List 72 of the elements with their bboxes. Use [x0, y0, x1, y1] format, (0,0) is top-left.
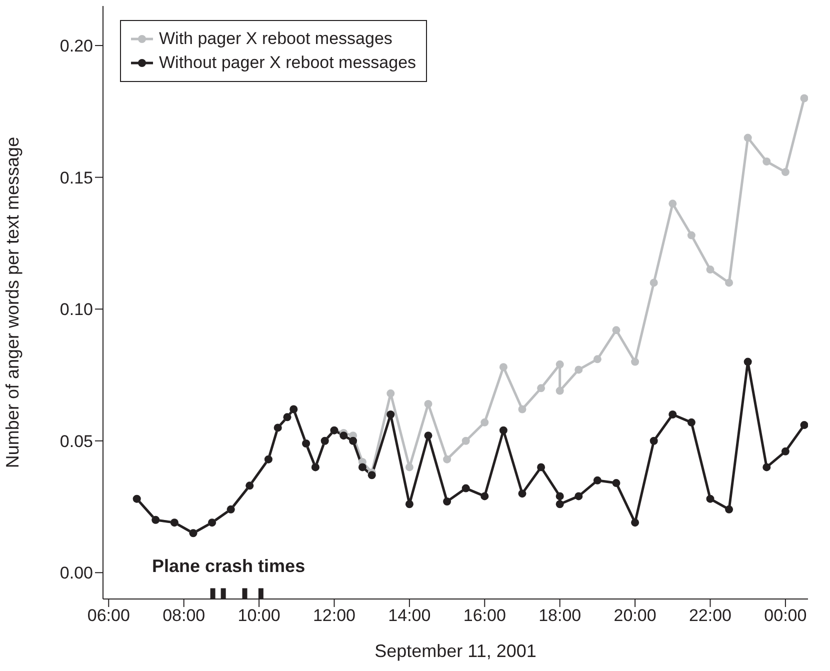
y-tick-label: 0.20 [60, 36, 93, 56]
point [706, 266, 714, 274]
point [424, 432, 432, 440]
point [593, 476, 602, 484]
legend-label: Without pager X reboot messages [159, 52, 416, 74]
point [612, 479, 620, 488]
point [518, 490, 526, 498]
x-axis-title: September 11, 2001 [374, 641, 536, 661]
x-tick-label: 22:00 [688, 606, 732, 626]
point [424, 400, 432, 408]
point [762, 158, 771, 166]
point [556, 492, 564, 500]
point [650, 436, 658, 445]
point [668, 200, 677, 208]
y-axis-title: Number of anger words per text message [2, 136, 22, 468]
point [744, 358, 752, 366]
point [556, 360, 564, 368]
point [725, 278, 734, 287]
x-tick-label: 10:00 [238, 606, 280, 626]
point [744, 134, 752, 142]
point [499, 426, 508, 434]
point [462, 484, 470, 492]
y-tick-label: 0.10 [60, 300, 93, 320]
point [518, 405, 526, 414]
point [462, 436, 470, 445]
point [556, 386, 564, 395]
point [480, 418, 489, 426]
point [631, 518, 640, 527]
point [650, 278, 658, 287]
point [443, 497, 452, 506]
x-tick-label: 06:00 [87, 606, 130, 626]
point [358, 463, 366, 472]
point [725, 505, 734, 514]
x-tick-label: 08:00 [162, 606, 206, 626]
point [480, 492, 489, 500]
y-tick-label: 0.00 [60, 564, 93, 583]
point [537, 463, 546, 472]
x-tick-label: 18:00 [538, 606, 582, 626]
point [781, 447, 790, 456]
x-tick-label: 12:00 [312, 606, 356, 626]
point [800, 421, 808, 430]
x-tick-label: 00:00 [764, 606, 807, 626]
x-tick-label: 16:00 [463, 606, 506, 626]
point [499, 363, 508, 372]
point [781, 168, 790, 176]
point [800, 94, 808, 102]
point [405, 500, 414, 508]
point [687, 418, 696, 426]
point [668, 410, 677, 419]
point [762, 463, 771, 472]
point [706, 494, 714, 503]
point [386, 410, 395, 419]
point [537, 384, 546, 392]
point [574, 366, 583, 374]
point [631, 358, 640, 366]
point [349, 436, 358, 445]
legend-label: With pager X reboot messages [159, 28, 392, 50]
point [556, 500, 564, 508]
point [612, 326, 620, 334]
point [368, 471, 376, 480]
annotation: Plane crash times [152, 556, 306, 577]
point [386, 389, 395, 398]
y-tick-label: 0.05 [60, 432, 93, 451]
point [340, 432, 348, 440]
point [443, 455, 452, 464]
point [687, 231, 696, 240]
point [405, 463, 414, 472]
y-tick-label: 0.15 [60, 168, 93, 188]
point [593, 355, 602, 364]
x-tick-label: 20:00 [614, 606, 656, 626]
point [574, 492, 583, 500]
x-tick-label: 14:00 [388, 606, 431, 626]
